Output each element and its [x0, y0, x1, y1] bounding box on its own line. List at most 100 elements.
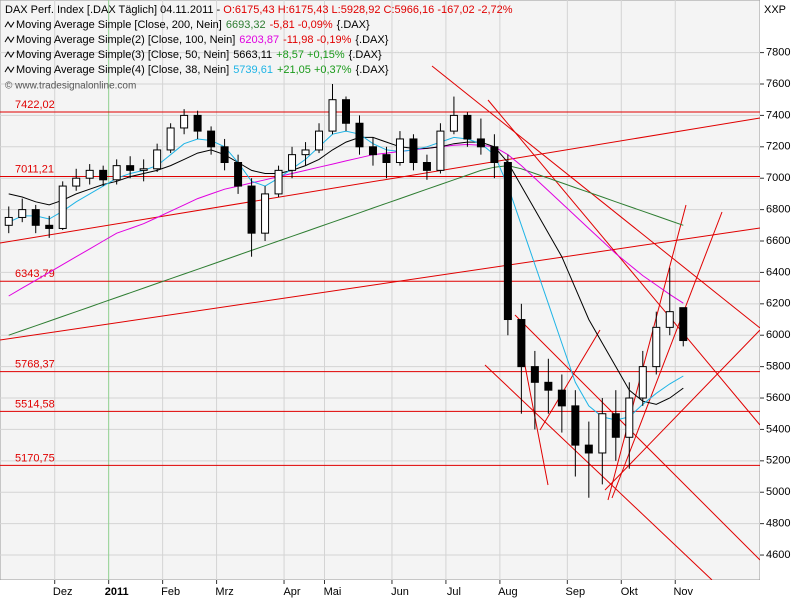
candle-body — [315, 130, 324, 151]
y-tick-label: 5200 — [766, 455, 790, 467]
legend-icon — [4, 21, 15, 28]
candle-body — [652, 326, 661, 368]
axes: 4600 4800 5000 5200 5400 5600 5800 6000 6200 6400… — [53, 47, 791, 598]
x-tick-label: Okt — [621, 586, 638, 598]
candle-body — [638, 366, 647, 399]
candle-body — [112, 165, 121, 181]
candle-body — [153, 149, 162, 170]
candle-body — [395, 138, 404, 164]
candle-body — [584, 444, 593, 454]
series-change: +21,05 +0,37% — [277, 64, 352, 76]
series-name: Moving Average Simple(3) [Close, 50, Nei… — [16, 49, 229, 61]
candle-body — [449, 114, 458, 132]
series-value: 6203,87 — [239, 34, 279, 46]
candle-body — [490, 146, 499, 164]
legend-entry: Moving Average Simple(3) [Close, 50, Nei… — [16, 49, 382, 61]
level-label: 6343,79 — [15, 268, 55, 280]
candle-body — [99, 169, 108, 181]
level-label: 7011,21 — [15, 163, 54, 175]
candle-body — [625, 397, 634, 438]
legend-entry: Moving Average Simple(2) [Close, 100, Ne… — [16, 34, 389, 46]
candle-body — [288, 154, 297, 171]
series-value: 5739,61 — [233, 64, 273, 76]
grid — [0, 0, 760, 580]
candle-body — [139, 168, 148, 171]
candle-body — [301, 149, 310, 156]
candle-body — [58, 185, 67, 229]
x-tick-label: 2011 — [105, 586, 129, 598]
plot: 7422,02 7011,21 6343,79 5768,37 5514,58 5170,… — [0, 84, 760, 498]
candle-body — [422, 162, 431, 171]
trend-lines — [0, 65, 761, 581]
candle-body — [476, 138, 485, 148]
x-tick-label: Mai — [324, 586, 342, 598]
level-label: 5514,58 — [15, 398, 55, 410]
level-label: 5170,75 — [15, 452, 55, 464]
y-tick-label: 4600 — [766, 549, 790, 561]
candle-body — [355, 122, 364, 148]
candle-body — [517, 319, 526, 368]
y-tick-label: 7200 — [766, 141, 790, 153]
level-label: 7422,02 — [15, 99, 55, 111]
y-tick-label: 6400 — [766, 266, 790, 278]
candle-body — [180, 114, 189, 129]
x-tick-label: Jun — [391, 586, 409, 598]
candle-body — [207, 130, 216, 148]
candle-body — [274, 169, 283, 195]
legend-icon — [4, 51, 15, 58]
series-source: {.DAX} — [349, 49, 382, 61]
candle-body — [18, 209, 27, 218]
candle-body — [328, 99, 337, 132]
y-tick-label: 6200 — [766, 298, 790, 310]
x-tick-label: Nov — [673, 586, 693, 598]
candle-body — [665, 311, 674, 328]
candle-body — [31, 209, 40, 226]
y-tick-label: 7400 — [766, 109, 790, 121]
legend-icon — [4, 66, 15, 73]
level-label: 5768,37 — [15, 358, 55, 370]
candle-body — [571, 405, 580, 446]
candle-body — [463, 114, 472, 140]
x-tick-label: Mrz — [215, 586, 233, 598]
ma-line — [8, 143, 684, 304]
ma-line — [8, 136, 684, 405]
x-tick-label: Aug — [498, 586, 518, 598]
symbol: DAX Perf. Index [.DAX Täglich] 04.11.201… — [5, 4, 223, 16]
legend-entry: Moving Average Simple [Close, 200, Nein]… — [16, 19, 370, 31]
x-tick-label: Dez — [53, 586, 73, 598]
y-tick-label: 6000 — [766, 329, 790, 341]
candle-body — [368, 146, 377, 156]
candle-body — [382, 154, 391, 164]
x-tick-label: Sep — [566, 586, 586, 598]
candle-body — [220, 146, 229, 164]
y-tick-label: 6600 — [766, 235, 790, 247]
y-tick-label: 7600 — [766, 78, 790, 90]
series-change: +8,57 +0,15% — [276, 49, 345, 61]
candle-body — [4, 216, 13, 226]
candle-body — [72, 177, 81, 187]
candle-body — [557, 389, 566, 407]
candle-body — [166, 127, 175, 151]
series-source: {.DAX} — [355, 34, 388, 46]
y-axis-label: XXP — [764, 4, 786, 16]
y-tick-label: 5600 — [766, 392, 790, 404]
x-tick-label: Jul — [447, 586, 461, 598]
x-tick-label: Feb — [161, 586, 180, 598]
legend-icon — [4, 36, 15, 43]
candle-body — [234, 162, 243, 187]
series-change: -5,81 -0,09% — [270, 19, 333, 31]
ma-line — [8, 165, 684, 336]
candle-body — [126, 165, 135, 171]
series-value: 6693,32 — [226, 19, 266, 31]
x-axis-area — [0, 580, 760, 600]
legend-entry: Moving Average Simple(4) [Close, 38, Nei… — [16, 64, 389, 76]
legend-header: DAX Perf. Index [.DAX Täglich] 04.11.201… — [5, 4, 513, 16]
candle-body — [261, 193, 270, 234]
candle-body — [598, 413, 607, 454]
candle-body — [409, 138, 418, 164]
series-change: -11,98 -0,19% — [283, 34, 352, 46]
watermark: © www.tradesignalonline.com — [5, 81, 136, 92]
legend: DAX Perf. Index [.DAX Täglich] 04.11.201… — [4, 4, 513, 76]
